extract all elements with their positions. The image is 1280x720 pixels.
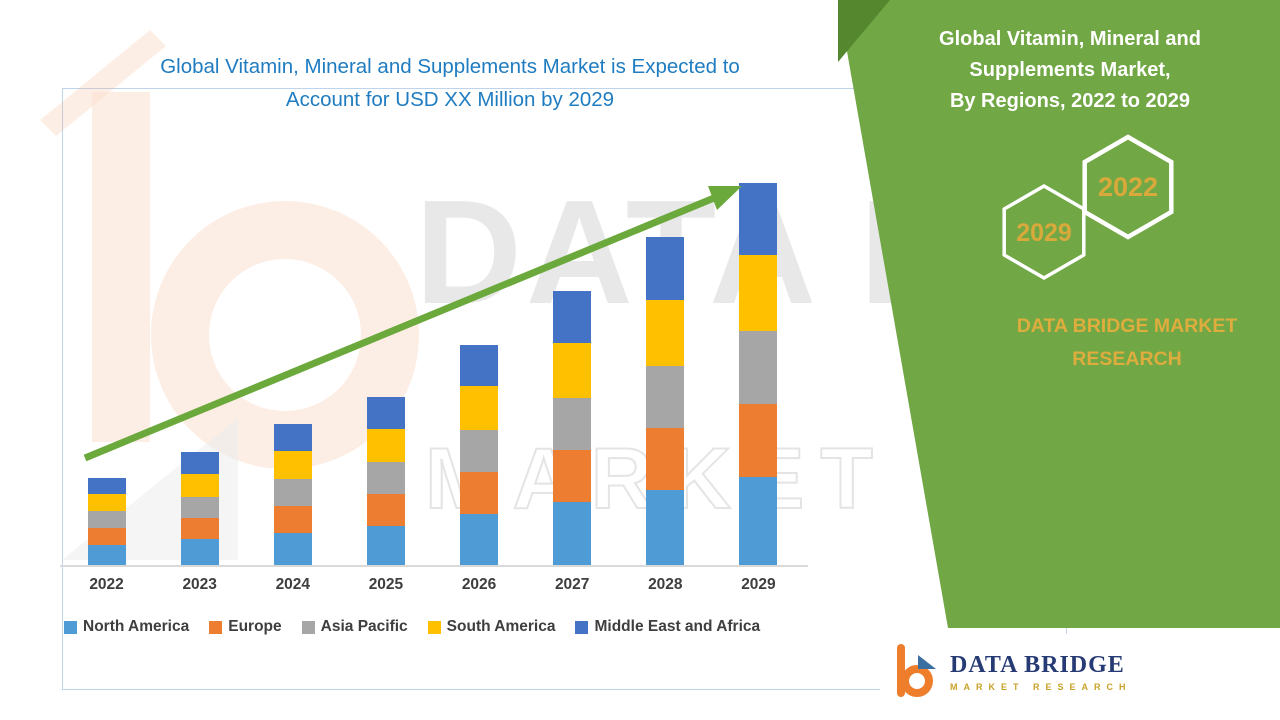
legend-label: Asia Pacific [320, 618, 408, 635]
bar [712, 165, 805, 565]
bar-segment-europe [646, 428, 685, 490]
bars-row [60, 165, 805, 565]
bar [339, 165, 432, 565]
panel-brand-line1: DATA BRIDGE MARKET [1016, 315, 1238, 337]
legend: North America Europe Asia Pacific South Ame… [64, 618, 844, 636]
bar-segment-asia-pacific [460, 430, 499, 472]
bar [619, 165, 712, 565]
bar [153, 165, 246, 565]
bar-segment-europe [180, 518, 219, 539]
page-title: Global Vitamin, Mineral and Supplements … [40, 50, 860, 116]
legend-item: Middle East and Africa [575, 618, 760, 636]
bar-segment-europe [553, 450, 592, 502]
x-axis-label: 2028 [648, 576, 683, 593]
legend-item: Europe [209, 618, 282, 636]
bar-segment-europe [739, 404, 778, 477]
bar-segment-middle-east-and-africa [646, 237, 685, 300]
bar-segment-south-america [646, 300, 685, 366]
legend-swatch [427, 620, 441, 634]
bar-segment-south-america [739, 255, 778, 331]
x-axis-label: 2023 [182, 576, 217, 593]
bar-segment-south-america [180, 474, 219, 497]
panel-title-line1: Global Vitamin, Mineral and [939, 28, 1201, 50]
bar [433, 165, 526, 565]
x-axis-line [60, 565, 808, 567]
legend-item: South America [427, 618, 556, 636]
bar-segment-south-america [87, 494, 126, 511]
bar [526, 165, 619, 565]
bar-segment-north-america [739, 477, 778, 565]
footer-logo-name: DATA BRIDGE [950, 652, 1125, 678]
bar [246, 165, 339, 565]
x-axis-label: 2025 [368, 576, 404, 593]
bar-segment-north-america [646, 490, 685, 565]
bar-segment-asia-pacific [553, 398, 592, 450]
bar-segment-asia-pacific [273, 479, 312, 506]
bar-segment-north-america [553, 502, 592, 565]
x-axis-label: 2022 [89, 576, 124, 593]
legend-label: Europe [228, 618, 282, 635]
bar-segment-europe [460, 472, 499, 514]
legend-swatch [209, 620, 223, 634]
bar-segment-middle-east-and-africa [366, 397, 405, 429]
bar-segment-south-america [366, 429, 405, 462]
legend-swatch [575, 620, 589, 634]
bar-segment-north-america [180, 539, 219, 565]
panel-title: Global Vitamin, Mineral and Supplements … [905, 24, 1235, 117]
bar-segment-europe [87, 528, 126, 545]
x-axis-label: 2029 [741, 576, 776, 593]
bar-segment-asia-pacific [180, 497, 219, 518]
bar-segment-north-america [273, 533, 312, 565]
bar-segment-south-america [460, 386, 499, 430]
bar-segment-middle-east-and-africa [87, 478, 126, 494]
bar-segment-middle-east-and-africa [460, 345, 499, 386]
panel-title-line2: Supplements Market, [969, 59, 1171, 81]
bar-segment-asia-pacific [366, 462, 405, 494]
legend-swatch [301, 620, 315, 634]
bar-segment-north-america [366, 526, 405, 565]
bar-segment-middle-east-and-africa [739, 183, 778, 255]
x-axis-labels: 2022 2023 2024 2025 2026 2027 2028 2029 [60, 576, 805, 594]
legend-label: Middle East and Africa [594, 618, 761, 635]
bar-segment-north-america [460, 514, 499, 565]
bar-segment-europe [366, 494, 405, 526]
legend-label: South America [446, 618, 556, 635]
footer-logo: DATA BRIDGE MARKET RESEARCH [880, 634, 1178, 710]
bar-segment-middle-east-and-africa [180, 452, 219, 474]
bar-segment-asia-pacific [739, 331, 778, 404]
bar-segment-south-america [273, 451, 312, 479]
bar-segment-europe [273, 506, 312, 533]
bar [60, 165, 153, 565]
legend-label: North America [83, 618, 190, 635]
bar-segment-middle-east-and-africa [273, 424, 312, 451]
page-title-line1: Global Vitamin, Mineral and Supplements … [160, 55, 740, 78]
data-bridge-logo-icon [897, 644, 936, 697]
x-axis-label: 2024 [275, 576, 311, 593]
bar-segment-asia-pacific [87, 511, 126, 528]
legend-swatch [64, 620, 77, 634]
page-title-line2: Account for USD XX Million by 2029 [285, 88, 615, 111]
bar-segment-north-america [87, 545, 126, 565]
x-axis-label: 2027 [554, 576, 590, 593]
panel-title-line3: By Regions, 2022 to 2029 [949, 90, 1191, 112]
bar-segment-middle-east-and-africa [553, 291, 592, 343]
footer-logo-tagline: MARKET RESEARCH [950, 682, 1132, 692]
bar-segment-asia-pacific [646, 366, 685, 428]
bar-segment-south-america [553, 343, 592, 398]
x-axis-label: 2026 [461, 576, 497, 593]
panel-brand-text: DATA BRIDGE MARKET RESEARCH [960, 310, 1280, 376]
panel-brand-line2: RESEARCH [1072, 348, 1182, 370]
legend-item: North America [64, 618, 189, 636]
legend-item: Asia Pacific [301, 618, 408, 636]
